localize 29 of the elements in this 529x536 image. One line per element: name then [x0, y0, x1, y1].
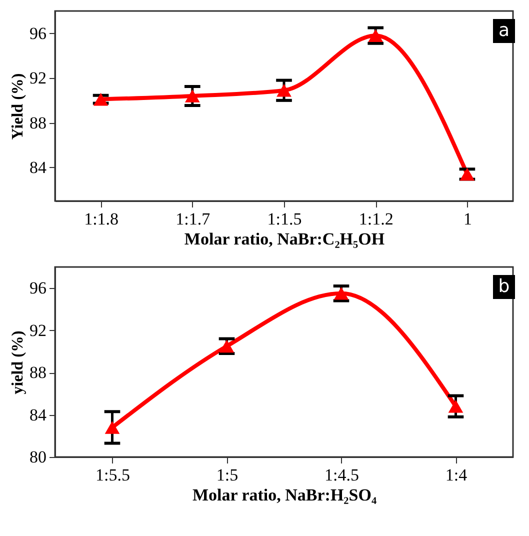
point — [448, 400, 464, 413]
x-axis-title: Molar ratio, NaBr:C₂H₅OH — [184, 230, 385, 248]
y-tick-label: 96 — [30, 278, 46, 298]
x-tick-label: 1:1.8 — [84, 210, 119, 228]
y-axis-title: yield (%) — [10, 330, 26, 394]
x-tick-label: 1:5.5 — [96, 466, 130, 484]
point — [276, 84, 292, 97]
x-tick-label: 1:1.7 — [176, 210, 211, 228]
point — [368, 29, 384, 42]
y-tick-label: 92 — [30, 68, 46, 88]
y-tick-label: 84 — [30, 158, 47, 177]
annotation: b — [498, 276, 510, 297]
point — [184, 90, 200, 102]
x-tick-label: 1:1.5 — [267, 210, 302, 228]
x-tick-label: 1:4 — [445, 466, 468, 484]
y-tick-label: 80 — [30, 448, 46, 466]
y-tick-label: 84 — [30, 405, 47, 424]
annotation: a — [498, 20, 510, 41]
point — [104, 421, 120, 434]
x-tick-label: 1:1.2 — [358, 210, 394, 228]
y-tick-label: 88 — [30, 363, 46, 382]
y-tick-label: 96 — [30, 24, 46, 43]
y-tick-label: 88 — [30, 113, 46, 132]
x-tick-label: 1:4.5 — [324, 466, 359, 484]
y-tick-label: 92 — [30, 320, 46, 340]
x-tick-label: 1:5 — [216, 466, 238, 484]
y-axis-title: Yield (%) — [10, 73, 26, 140]
x-tick-label: 1 — [463, 210, 472, 228]
x-axis-title: Molar ratio, NaBr:H₂SO₄ — [192, 486, 377, 504]
